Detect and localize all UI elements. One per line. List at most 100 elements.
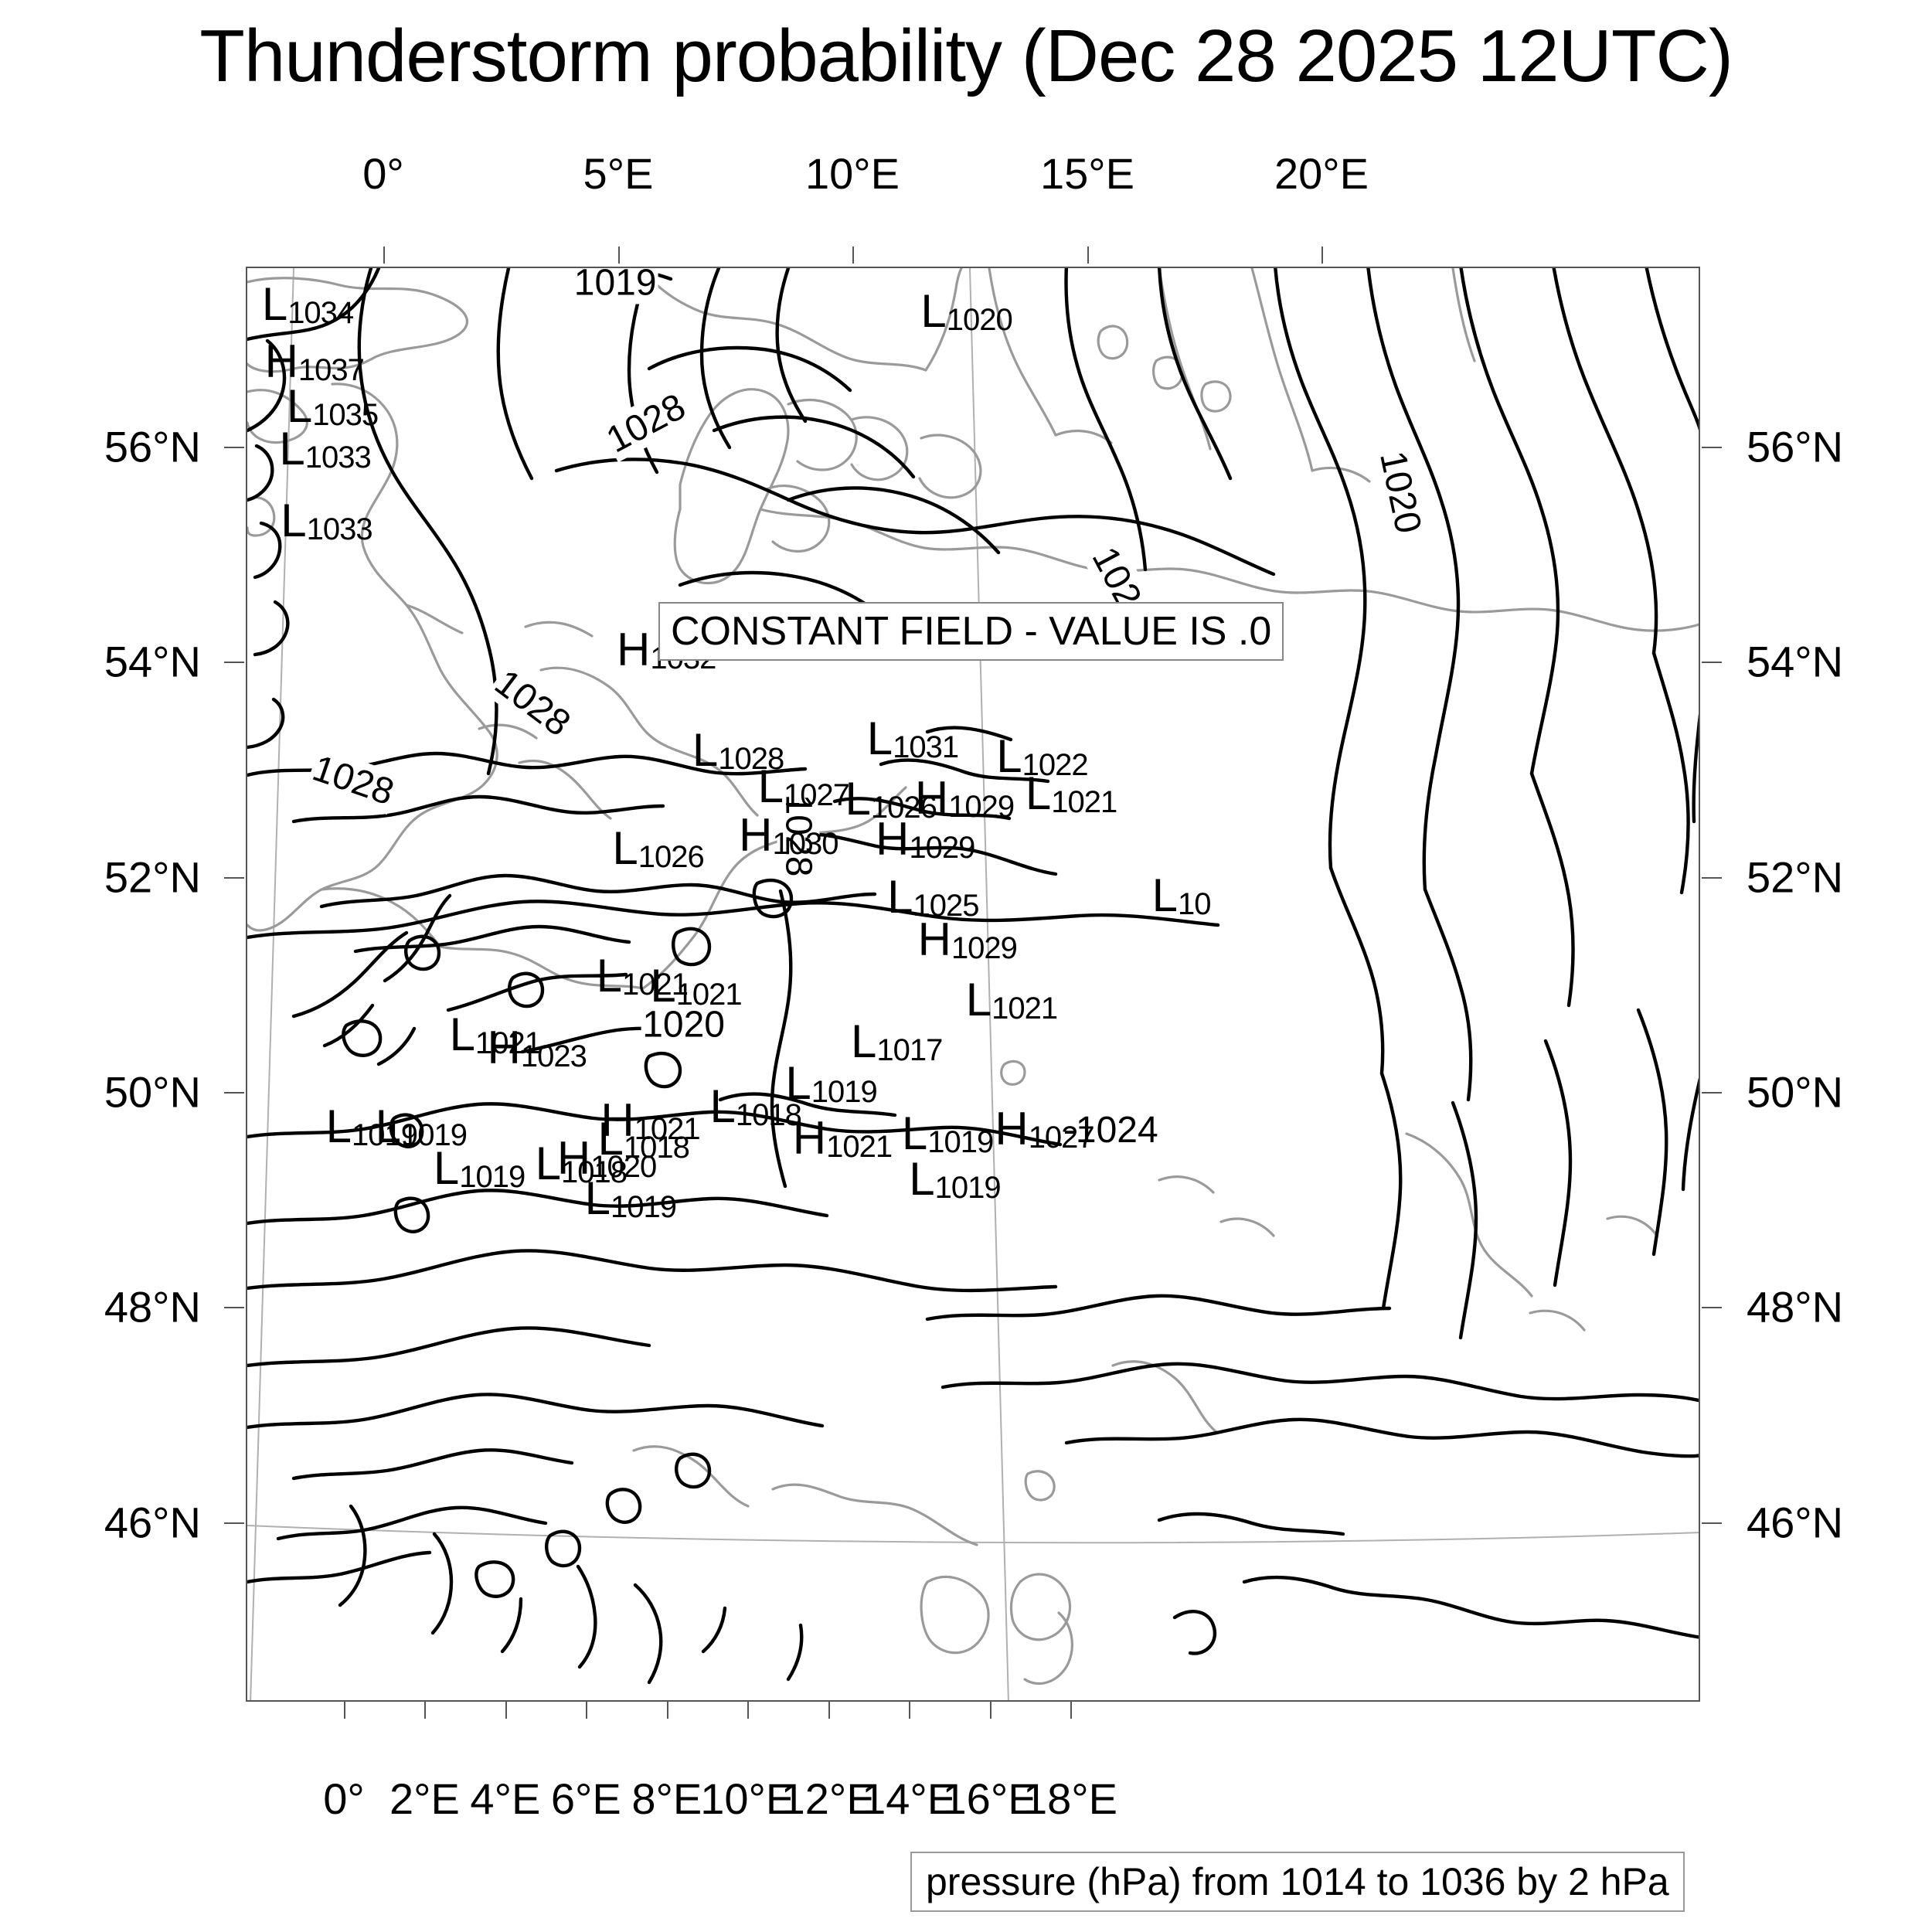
extrema-value: 1019: [934, 1171, 1002, 1206]
high-pressure-label: H1029: [876, 816, 975, 866]
axis-top-tick: [618, 247, 620, 264]
extrema-type-letter: L: [709, 1080, 736, 1132]
axis-right-tick: [1702, 1092, 1722, 1094]
extrema-type-letter: L: [597, 1113, 624, 1165]
extrema-type-letter: L: [920, 284, 947, 337]
axis-bottom-tick-label: 8°E: [631, 1774, 702, 1823]
low-pressure-label: L1021: [596, 949, 689, 1002]
axis-left-tick: [224, 662, 244, 663]
extrema-type-letter: L: [375, 1100, 401, 1152]
axis-right-tick: [1702, 1307, 1722, 1308]
extrema-value: 1021: [1051, 784, 1117, 819]
extrema-value: 1033: [306, 512, 373, 547]
extrema-type-letter: L: [965, 974, 992, 1026]
extrema-value: 1035: [312, 397, 379, 432]
axis-top-tick-label: 20°E: [1274, 149, 1369, 198]
extrema-value: 1020: [946, 302, 1013, 337]
extrema-type-letter: L: [1151, 869, 1178, 921]
extrema-type-letter: L: [887, 870, 913, 923]
extrema-type-letter: L: [845, 773, 871, 825]
high-pressure-label: H1029: [914, 771, 1015, 824]
extrema-type-letter: H: [914, 771, 949, 824]
extrema-type-letter: L: [692, 724, 719, 777]
extrema-value: 1037: [298, 352, 365, 387]
axis-top-tick: [1087, 247, 1089, 264]
extrema-type-letter: H: [792, 1111, 827, 1164]
extrema-value: 10: [1177, 886, 1211, 921]
axis-right-tick-label: 54°N: [1747, 637, 1844, 686]
extrema-type-letter: L: [650, 959, 676, 1012]
extrema-value: 1027: [783, 777, 850, 812]
low-pressure-label: L1020: [920, 284, 1013, 337]
low-pressure-label: L1033: [279, 426, 372, 475]
extrema-value: 1031: [893, 730, 959, 765]
axis-bottom-tick-label: 4°E: [470, 1774, 541, 1823]
low-pressure-label: L1033: [281, 495, 373, 547]
low-pressure-label: L1019: [785, 1060, 878, 1110]
extrema-type-letter: L: [596, 949, 623, 1002]
extrema-value: 1034: [287, 295, 354, 330]
axis-bottom-tick-label: 0°: [323, 1774, 365, 1823]
extrema-value: 1033: [304, 440, 372, 475]
extrema-value: 1019: [927, 1125, 994, 1160]
extrema-type-letter: H: [264, 335, 298, 387]
axis-bottom-tick-label: 14°E: [862, 1774, 957, 1823]
low-pressure-label: L1019: [902, 1111, 994, 1160]
extrema-value: 1026: [638, 839, 705, 874]
axis-bottom-tick: [828, 1702, 830, 1719]
axis-left-tick-label: 52°N: [104, 852, 201, 902]
low-pressure-label: L1026: [845, 773, 937, 825]
extrema-value: 1023: [520, 1039, 587, 1073]
axis-left-tick-label: 56°N: [104, 422, 201, 471]
low-pressure-label: L1022: [996, 733, 1088, 781]
axis-right-tick: [1702, 877, 1722, 879]
axis-right-tick-label: 48°N: [1747, 1282, 1844, 1332]
axis-left-tick-label: 50°N: [104, 1067, 201, 1117]
axis-top-tick: [852, 247, 854, 264]
extrema-value: 1019: [610, 1189, 677, 1224]
axis-bottom-tick: [424, 1702, 427, 1719]
low-pressure-label: L1034: [261, 277, 354, 330]
axis-bottom-tick-label: 18°E: [1022, 1774, 1118, 1823]
low-pressure-label: L1018: [536, 1141, 628, 1189]
axis-top-tick-label: 10°E: [804, 149, 900, 198]
extrema-value: 1019: [811, 1075, 878, 1110]
extrema-type-letter: H: [487, 1021, 521, 1073]
extrema-type-letter: L: [449, 1008, 475, 1060]
axis-bottom-tick: [344, 1702, 345, 1719]
extrema-value: 1019: [459, 1159, 526, 1194]
extrema-value: 1021: [634, 1112, 701, 1147]
extrema-type-letter: L: [286, 379, 313, 432]
low-pressure-label: L1025: [887, 870, 979, 923]
low-pressure-label: L1019: [326, 1103, 418, 1151]
map-annotation: -1024: [1063, 1110, 1158, 1151]
map-plot-area[interactable]: 1019 1028 1020 1028 1028 1028 1028 1020 L1034 H1…: [246, 267, 1700, 1702]
high-pressure-label: H1037: [264, 335, 365, 387]
low-pressure-label: L10: [1151, 869, 1212, 921]
high-pressure-label: H1021: [600, 1097, 701, 1147]
constant-field-notice: CONSTANT FIELD - VALUE IS .0: [658, 602, 1284, 661]
low-pressure-label: L1031: [866, 713, 959, 765]
extrema-value: 1029: [909, 831, 975, 866]
extrema-type-letter: L: [584, 1172, 611, 1224]
axis-bottom-tick-label: 12°E: [781, 1774, 876, 1823]
isobar-contours: [247, 268, 1699, 1685]
axis-right-tick: [1702, 447, 1722, 448]
extrema-type-letter: L: [261, 277, 288, 330]
extrema-type-letter: L: [851, 1015, 877, 1068]
contour-value-label: 1019: [572, 268, 658, 304]
axis-left-tick-label: 46°N: [104, 1498, 201, 1547]
extrema-type-letter: L: [866, 713, 893, 765]
axis-bottom-tick: [505, 1702, 507, 1719]
contour-value-label: 1020: [641, 1003, 726, 1046]
extrema-type-letter: L: [281, 495, 307, 547]
axis-right-tick-label: 46°N: [1747, 1498, 1844, 1547]
axis-top-tick: [1321, 247, 1323, 264]
axis-bottom-tick: [909, 1702, 911, 1719]
page-title: Thunderstorm probability (Dec 28 2025 12…: [199, 15, 1733, 97]
extrema-value: 1021: [992, 992, 1058, 1026]
axis-bottom-tick-label: 2°E: [389, 1774, 460, 1823]
axis-bottom-tick: [989, 1702, 992, 1719]
axis-bottom-tick-label: 10°E: [700, 1774, 795, 1823]
extrema-value: 1021: [474, 1026, 542, 1060]
